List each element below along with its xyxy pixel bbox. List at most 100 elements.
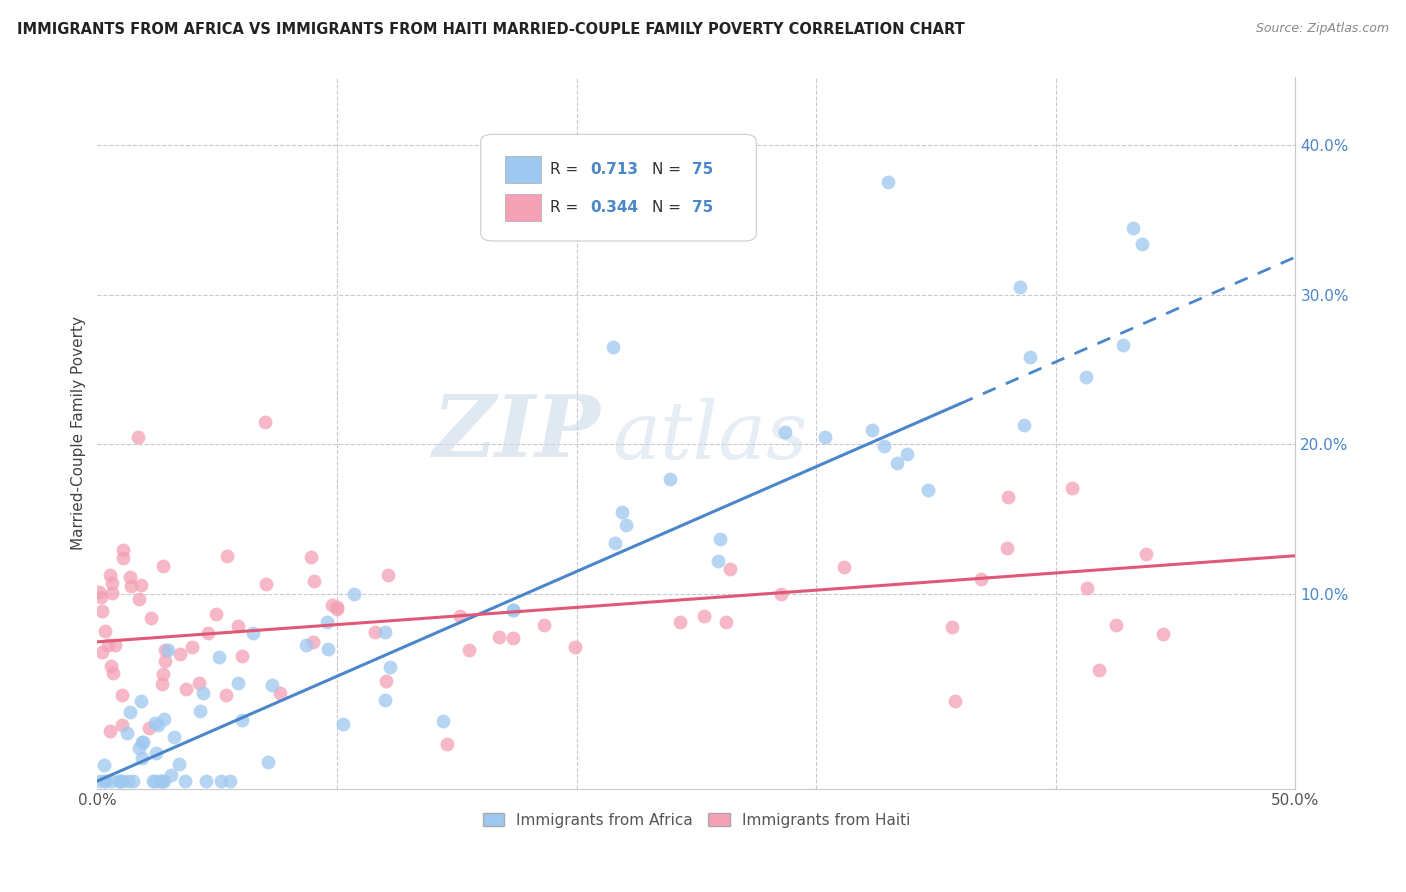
Point <box>90 590 112 604</box>
Point <box>112 543 135 558</box>
Point <box>153 774 176 789</box>
Point <box>169 648 191 662</box>
Point <box>614 517 637 532</box>
Point <box>91 604 114 618</box>
Point <box>860 423 883 437</box>
Point <box>195 774 218 789</box>
Point <box>603 536 626 550</box>
Point <box>693 608 716 623</box>
Point <box>160 768 183 782</box>
Point <box>152 667 174 681</box>
Point <box>321 598 343 612</box>
Point <box>917 483 939 497</box>
Point <box>98 568 121 582</box>
Point <box>326 602 349 616</box>
Point <box>449 608 471 623</box>
Text: 0.344: 0.344 <box>589 200 638 215</box>
Point <box>709 532 731 546</box>
Point <box>181 640 204 655</box>
Point <box>254 415 277 429</box>
Point <box>93 624 115 638</box>
Point <box>226 618 249 632</box>
Point <box>131 735 153 749</box>
Text: R =: R = <box>550 161 583 177</box>
Point <box>302 634 325 648</box>
Point <box>256 576 278 591</box>
Point <box>658 472 681 486</box>
Point <box>111 774 134 789</box>
Point <box>145 747 167 761</box>
Point <box>131 751 153 765</box>
Point <box>257 755 280 769</box>
Point <box>668 615 690 629</box>
Point <box>152 559 174 574</box>
Point <box>146 718 169 732</box>
Point <box>1076 581 1098 595</box>
Point <box>260 678 283 692</box>
Point <box>432 714 454 728</box>
Point <box>716 615 738 629</box>
Point <box>316 615 339 630</box>
Point <box>142 774 165 789</box>
Point <box>215 688 238 702</box>
Point <box>1152 627 1174 641</box>
Point <box>209 774 232 789</box>
Point <box>773 425 796 439</box>
Point <box>129 577 152 591</box>
Point <box>877 175 900 189</box>
Y-axis label: Married-Couple Family Poverty: Married-Couple Family Poverty <box>72 316 86 550</box>
Point <box>152 712 174 726</box>
Text: IMMIGRANTS FROM AFRICA VS IMMIGRANTS FROM HAITI MARRIED-COUPLE FAMILY POVERTY CO: IMMIGRANTS FROM AFRICA VS IMMIGRANTS FRO… <box>17 22 965 37</box>
Point <box>995 541 1018 555</box>
Point <box>502 603 524 617</box>
Point <box>316 641 339 656</box>
Point <box>941 620 963 634</box>
Point <box>1062 481 1084 495</box>
Point <box>93 774 115 789</box>
Point <box>174 682 197 697</box>
Point <box>707 554 730 568</box>
Point <box>269 686 291 700</box>
Point <box>187 675 209 690</box>
Point <box>150 774 173 789</box>
FancyBboxPatch shape <box>481 135 756 241</box>
Point <box>896 447 918 461</box>
Legend: Immigrants from Africa, Immigrants from Haiti: Immigrants from Africa, Immigrants from … <box>477 807 917 834</box>
Text: ZIP: ZIP <box>433 392 600 475</box>
Point <box>832 560 855 574</box>
Point <box>231 648 253 663</box>
Point <box>1112 337 1135 351</box>
Point <box>1074 369 1097 384</box>
Point <box>103 665 125 680</box>
Text: R =: R = <box>550 200 583 215</box>
Point <box>174 774 197 789</box>
Point <box>117 774 139 789</box>
Point <box>89 774 111 789</box>
Point <box>188 704 211 718</box>
Point <box>138 721 160 735</box>
Point <box>769 587 792 601</box>
Point <box>374 673 396 688</box>
Point <box>502 602 524 616</box>
Point <box>1088 663 1111 677</box>
Point <box>970 572 993 586</box>
Point <box>111 718 134 732</box>
Point <box>117 725 139 739</box>
Point <box>1008 280 1031 294</box>
Point <box>128 741 150 756</box>
Point <box>1122 221 1144 235</box>
Text: 0.713: 0.713 <box>589 161 638 177</box>
Point <box>1012 417 1035 432</box>
Point <box>150 677 173 691</box>
Point <box>343 587 366 601</box>
Point <box>564 640 586 654</box>
Text: N =: N = <box>652 161 686 177</box>
Point <box>122 774 145 789</box>
Point <box>502 631 524 645</box>
Point <box>374 693 396 707</box>
Point <box>132 735 155 749</box>
Point <box>97 638 120 652</box>
Point <box>458 642 481 657</box>
Point <box>814 430 837 444</box>
Point <box>332 717 354 731</box>
